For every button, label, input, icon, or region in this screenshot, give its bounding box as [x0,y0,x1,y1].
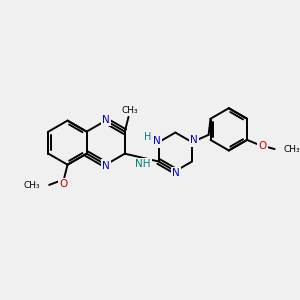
Text: CH₃: CH₃ [284,145,300,154]
Text: N: N [102,160,110,171]
Text: CH₃: CH₃ [23,181,40,190]
Text: NH: NH [135,159,150,169]
Text: N: N [153,136,161,146]
Text: N: N [172,168,180,178]
Text: H: H [144,132,151,142]
Text: N: N [102,115,110,125]
Text: CH₃: CH₃ [121,106,138,115]
Text: N: N [190,135,198,146]
Text: O: O [259,141,267,151]
Text: O: O [60,179,68,189]
